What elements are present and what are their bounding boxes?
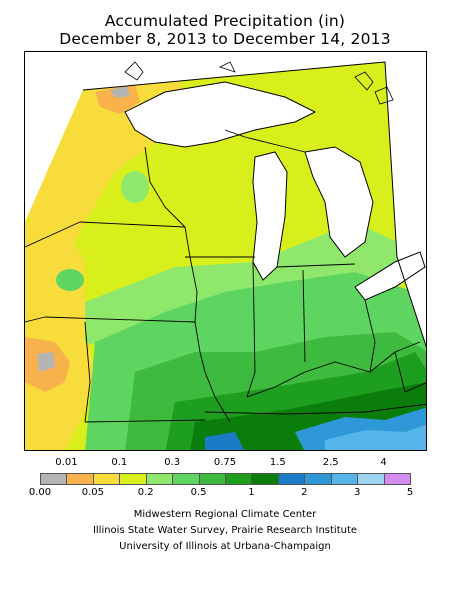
legend-swatch: [357, 473, 385, 485]
legend-swatch: [119, 473, 147, 485]
legend-swatch: [66, 473, 94, 485]
legend-label-5: 5: [406, 487, 414, 498]
credit-line-2: Illinois State Water Survey, Prairie Res…: [92, 525, 358, 536]
fill-gray-west: [37, 352, 55, 372]
precipitation-map: [24, 51, 427, 451]
legend-label-4: 4: [380, 457, 387, 468]
legend-swatch: [40, 473, 68, 485]
legend-label-2: 2: [301, 487, 308, 498]
border-minnesota-wisconsin: [144, 146, 186, 228]
legend-label-0_05: 0.05: [81, 487, 104, 498]
legend-swatch: [304, 473, 332, 485]
legend-swatch: [330, 473, 359, 485]
border-missouri-west: [84, 321, 91, 423]
fill-orange-north: [95, 84, 140, 114]
legend-swatch: [172, 473, 200, 485]
coastline-north-2: [218, 61, 236, 73]
border-missouri-south: [84, 419, 206, 423]
border-indiana-ohio: [302, 269, 306, 363]
coastline-north-3: [354, 71, 374, 91]
border-mississippi: [184, 226, 231, 423]
legend-label-0_01: 0.01: [55, 457, 78, 468]
legend-swatch: [251, 473, 279, 485]
map-title: Accumulated Precipitation (in): [104, 12, 346, 30]
legend-swatch: [92, 473, 121, 485]
credit-line-1: Midwestern Regional Climate Center: [133, 509, 317, 520]
legend-label-1_5: 1.5: [269, 457, 286, 468]
legend-label-0_2: 0.2: [137, 487, 154, 498]
coastline-east-1: [374, 86, 394, 105]
map-date-range: December 8, 2013 to December 14, 2013: [59, 30, 391, 48]
legend-label-1: 1: [248, 487, 255, 498]
legend-label-2_5: 2.5: [322, 457, 339, 468]
legend-swatch: [145, 473, 174, 485]
coastline-islands: [124, 61, 394, 105]
legend-label-0_3: 0.3: [164, 457, 181, 468]
border-ohio-east: [364, 299, 376, 373]
legend-swatch: [198, 473, 226, 485]
region-outline: [82, 61, 426, 348]
fill-light-blue-southeast: [325, 424, 426, 450]
legend-label-0_5: 0.5: [190, 487, 207, 498]
coastline-north-1: [124, 61, 144, 81]
fill-dark-green-spot-west: [56, 269, 84, 291]
legend-label-0_1: 0.1: [111, 457, 128, 468]
border-iowa-north: [79, 221, 186, 228]
legend-swatch: [277, 473, 306, 485]
border-nebraska-south: [25, 221, 81, 248]
map-canvas: [25, 61, 426, 450]
border-kansas-north: [25, 316, 46, 323]
border-michigan-indiana-ohio: [276, 263, 356, 268]
border-west-virginia: [394, 351, 426, 393]
color-legend: 0.00 0.01 0.05 0.1 0.2 0.3 0.5 0.75 1 1.5 2 2.5 3 4 5: [29, 457, 414, 503]
legend-label-3: 3: [353, 487, 361, 498]
lake-huron: [304, 146, 374, 258]
legend-label-0_75: 0.75: [213, 457, 237, 468]
legend-label-0_00: 0.00: [28, 487, 52, 498]
border-kentucky-tennessee: [204, 403, 426, 415]
lake-superior: [124, 81, 317, 148]
fill-green-spot-ohio: [310, 290, 340, 314]
state-borders: [25, 129, 426, 423]
border-iowa-south: [44, 316, 196, 323]
legend-swatch: [383, 473, 411, 485]
legend-swatch: [225, 473, 253, 485]
fill-green-spot-north: [121, 171, 149, 203]
fill-gray-north: [110, 86, 130, 98]
border-illinois-indiana: [246, 261, 256, 398]
lake-michigan: [252, 151, 288, 281]
fill-blue-south: [205, 432, 245, 450]
credit-line-3: University of Illinois at Urbana-Champai…: [119, 541, 331, 552]
border-upper-peninsula: [224, 129, 306, 153]
